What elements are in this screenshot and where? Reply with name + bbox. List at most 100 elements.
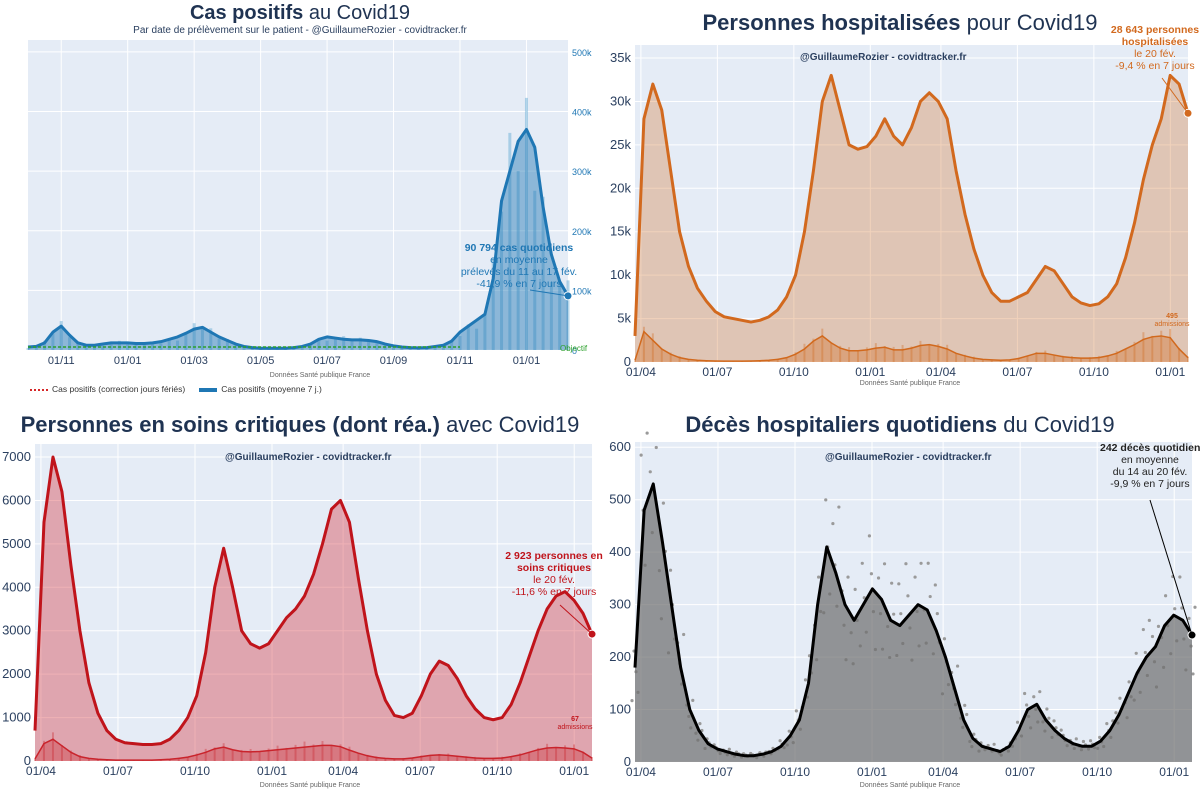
icu-title: Personnes en soins critiques (dont réa.)… [20,412,580,437]
x-tick-label: 01/07 [703,765,733,779]
y-tick-label: 100 [609,702,631,717]
daily-death-point [1081,739,1086,744]
x-tick-label: 01/01 [513,355,541,367]
daily-death-point [831,521,835,526]
daily-death-point [1025,703,1029,707]
y-tick-label: 500 [609,492,631,507]
daily-death-point [1187,616,1191,620]
daily-death-point [1134,651,1138,655]
deaths-source: Données Santé publique France [859,782,961,789]
icu-area [35,457,592,761]
deaths-panel: Décès hospitaliers quotidiens du Covid19… [600,400,1200,800]
daily-death-point [1173,607,1177,611]
daily-death-point [869,572,874,576]
x-tick-label: 01/01 [1159,765,1189,779]
x-tick-label: 01/05 [247,355,275,367]
daily-death-point [860,561,864,565]
daily-death-point [1015,720,1020,724]
y-tick-label: 6000 [2,492,31,507]
admissions-line [634,330,1189,362]
daily-death-point [876,576,881,580]
hosp-line [633,73,1190,337]
y-tick-label: 100k [572,286,592,296]
daily-death-point [645,431,649,435]
daily-death-point [882,562,887,566]
daily-death-point [1147,618,1151,622]
cases-legend: Cas positifs (correction jours fériés) C… [30,384,322,394]
x-tick-label: 01/10 [1082,765,1112,779]
admissions-area [35,739,592,761]
icu-annotation: 2 923 personnes en soins critiques le 20… [505,550,603,598]
icu-chart: 0 1000 2000 3000 4000 5000 6000 7000 01/04 01/07 0… [2,444,597,778]
daily-death-point [1088,739,1093,743]
y-tick-label: 0 [24,753,31,768]
x-tick-label: 01/10 [780,765,810,779]
cases-subtitle: Par date de prélèvement sur le patient -… [133,25,467,36]
daily-death-point [942,637,947,641]
daily-death-point [778,739,782,743]
hosp-annotation: 28 643 personnes hospitalisées le 20 fév… [1110,24,1200,72]
daily-death-point [1098,735,1102,739]
daily-death-point [630,699,634,703]
daily-death-point [787,729,791,733]
y-tick-label: 2000 [2,666,31,681]
admissions-line [34,738,593,761]
deaths-title: Décès hospitaliers quotidiens du Covid19 [685,412,1115,437]
hosp-chart: 0 5k 10k 15k 20k 25k 30k 35k 01/04 01/07 01/10 01/0… [610,45,1193,379]
daily-death-point [1156,624,1161,628]
hosp-source: Données Santé publique France [859,380,961,387]
daily-death-point [1114,711,1118,715]
daily-death-point [1032,695,1036,699]
daily-death-point [926,561,930,565]
y-tick-label: 10k [610,267,631,282]
daily-death-point [1193,605,1197,609]
x-tick-label: 01/10 [180,764,210,778]
x-tick-label: 01/01 [1155,365,1185,379]
y-tick-label: 200 [609,649,631,664]
daily-death-point [1143,650,1147,655]
x-tick-label: 01/07 [313,355,341,367]
x-tick-label: 01/04 [928,765,958,779]
daily-death-point [1127,680,1131,684]
plot-background [635,45,1188,362]
daily-death-point [1059,728,1063,732]
y-tick-label: 0 [624,754,631,769]
x-tick-label: 01/11 [447,355,474,367]
daily-death-point [972,732,976,736]
plot-background [28,40,568,350]
daily-death-point [919,561,923,565]
daily-death-point [1105,722,1109,726]
x-tick-label: 01/01 [114,355,142,367]
x-tick-label: 01/04 [626,365,656,379]
daily-death-point [682,632,686,637]
legend-item-average[interactable]: Cas positifs (moyenne 7 j.) [199,384,322,394]
x-tick-label: 01/10 [482,764,512,778]
daily-death-point [803,678,808,682]
y-tick-label: 7000 [2,449,31,464]
y-tick-label: 400k [572,108,592,118]
daily-death-point [817,575,821,579]
daily-death-point [1023,691,1027,696]
daily-death-point [1178,575,1182,579]
x-tick-label: 01/07 [1005,765,1035,779]
icu-admissions-label: 67 admissions [557,716,593,731]
deaths-annotation: 242 décès quotidiens en moyenne du 14 au… [1100,442,1200,490]
y-tick-label: 0 [572,346,577,356]
y-tick-label: 200k [572,227,592,237]
daily-death-point [1150,634,1155,639]
y-tick-label: 500k [572,48,592,58]
daily-death-point [698,722,702,726]
y-tick-label: 300k [572,167,592,177]
y-tick-label: 400 [609,544,631,559]
y-tick-label: 25k [610,137,631,152]
daily-death-point [1164,594,1168,598]
daily-death-point [837,505,841,509]
hosp-admissions-label: 495 admissions [1154,313,1190,328]
legend-item-correction[interactable]: Cas positifs (correction jours fériés) [30,384,185,394]
daily-death-point [899,612,903,616]
y-tick-label: 15k [610,224,631,239]
y-tick-label: 5000 [2,536,31,551]
daily-death-point [1052,719,1056,723]
x-tick-label: 01/04 [26,764,56,778]
